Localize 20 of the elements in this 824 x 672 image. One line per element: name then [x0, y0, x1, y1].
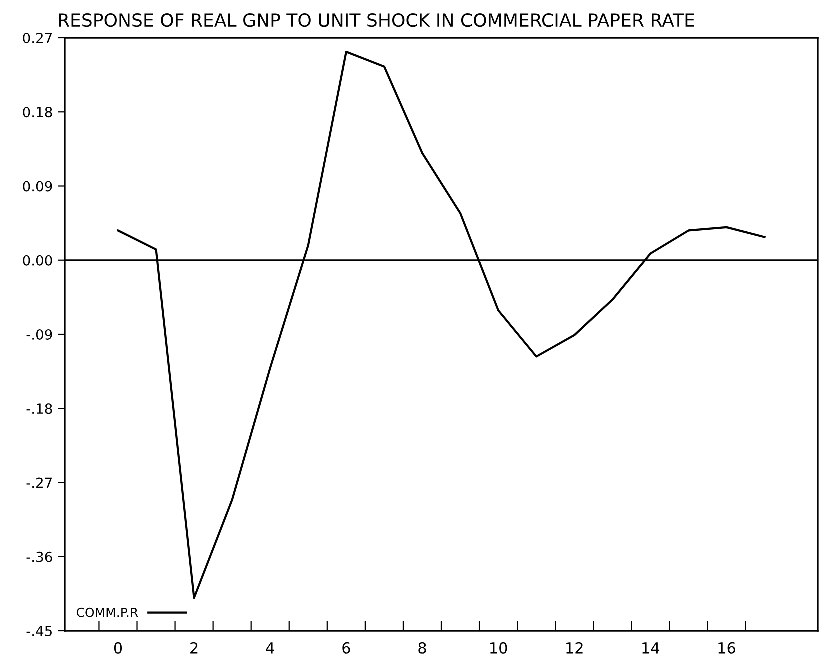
- chart-title: RESPONSE OF REAL GNP TO UNIT SHOCK IN COMMERCIAL PAPER RATE: [59, 13, 694, 28]
- y-tick-label: -.45: [26, 626, 52, 636]
- y-tick-label: 0.27: [23, 32, 52, 44]
- y-tick-label: -.27: [26, 478, 52, 488]
- x-tick-label: 8: [418, 642, 426, 654]
- x-tick-label: 2: [190, 642, 198, 654]
- y-tick-label: -.18: [26, 404, 52, 414]
- y-tick-label: -.09: [26, 329, 52, 340]
- x-tick-label: 0: [114, 642, 122, 654]
- y-tick-label: 0.09: [23, 181, 52, 192]
- legend-label: COMM.P.R: [76, 608, 138, 618]
- y-tick-label: 0.00: [23, 255, 52, 266]
- y-tick-label: -.36: [26, 552, 52, 562]
- x-tick-label: 4: [266, 642, 274, 654]
- y-tick-label: 0.18: [23, 107, 52, 118]
- x-tick-label: 10: [490, 642, 508, 654]
- x-tick-label: 12: [566, 642, 583, 654]
- x-tick-label: 6: [342, 642, 350, 654]
- x-tick-label: 16: [718, 642, 736, 654]
- x-tick-label: 14: [642, 642, 660, 654]
